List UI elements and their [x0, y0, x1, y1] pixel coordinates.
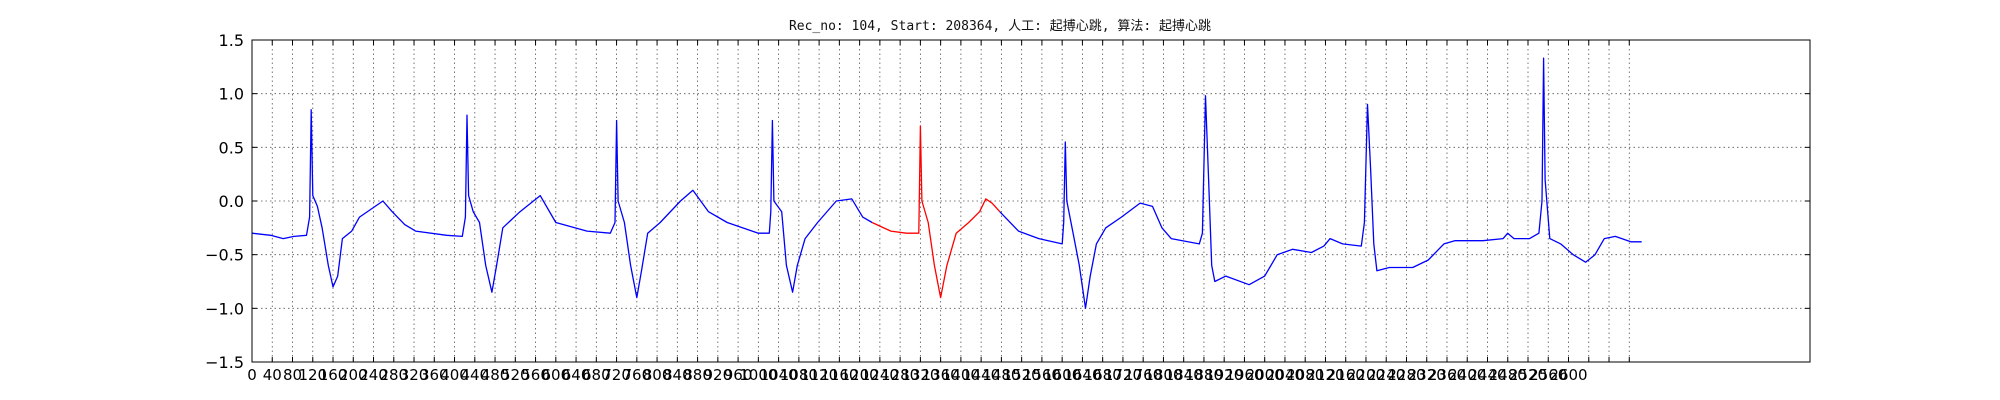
y-tick-label: 0.5 — [219, 138, 244, 157]
ecg-segment-0 — [251, 109, 873, 299]
y-tick-label: 1.5 — [219, 31, 244, 50]
x-tick-label: 1400 — [942, 366, 980, 384]
x-tick-label: 2240 — [1367, 366, 1405, 384]
x-tick-label: 40 — [263, 366, 282, 384]
x-tick-label: 560 — [521, 366, 550, 384]
x-tick-label: 680 — [582, 366, 611, 384]
x-tick-label: 2200 — [1347, 366, 1385, 384]
x-tick-label: 1800 — [1144, 366, 1182, 384]
x-tick-label: 2480 — [1489, 366, 1527, 384]
x-tick-label: 2560 — [1529, 366, 1567, 384]
x-tick-label: 1640 — [1063, 366, 1101, 384]
x-tick-label: 1480 — [982, 366, 1020, 384]
x-tick-label: 2080 — [1286, 366, 1324, 384]
x-tick-label: 640 — [562, 366, 591, 384]
y-tick-label: −0.5 — [205, 246, 244, 265]
x-tick-label: 320 — [400, 366, 429, 384]
x-tick-label: 480 — [481, 366, 510, 384]
x-tick-label: 1280 — [881, 366, 919, 384]
chart-title: Rec_no: 104, Start: 208364, 人工: 起搏心跳, 算法… — [789, 18, 1211, 34]
x-tick-label: 1200 — [841, 366, 879, 384]
x-tick-label: 360 — [420, 366, 449, 384]
x-tick-label: 200 — [339, 366, 368, 384]
grid — [252, 40, 1810, 362]
x-tick-label: 1160 — [820, 366, 858, 384]
x-tick-label: 1360 — [922, 366, 960, 384]
x-tick-label: 720 — [602, 366, 631, 384]
plot-frame — [251, 39, 1811, 363]
x-tick-label: 1520 — [1003, 366, 1041, 384]
y-axis: −1.5 −1.0 −0.5 0.0 0.5 1.0 1.5 — [205, 31, 1810, 372]
x-tick-label: 2120 — [1306, 366, 1344, 384]
x-tick-label: 240 — [359, 366, 388, 384]
x-tick-label: 800 — [643, 366, 672, 384]
y-tick-label: −1.5 — [205, 353, 244, 372]
x-tick-label: 2440 — [1468, 366, 1506, 384]
x-axis: 0 40 8012016020024028032036040044048052056… — [247, 40, 1630, 384]
x-tick-label: 2400 — [1448, 366, 1486, 384]
x-tick-label: 1080 — [780, 366, 818, 384]
x-tick-label: 2040 — [1266, 366, 1304, 384]
x-tick-label: 520 — [501, 366, 530, 384]
x-tick-label: 2000 — [1246, 366, 1284, 384]
x-tick-label: 1600 — [1043, 366, 1081, 384]
ecg-segment-2 — [999, 57, 1642, 309]
x-tick-label: 1440 — [962, 366, 1000, 384]
x-tick-label: 2280 — [1387, 366, 1425, 384]
x-tick-label: 1560 — [1023, 366, 1061, 384]
x-tick-label: 1960 — [1225, 366, 1263, 384]
x-tick-label: 880 — [683, 366, 712, 384]
x-tick-label: 1320 — [901, 366, 939, 384]
x-tick-label: 280 — [379, 366, 408, 384]
x-tick-label: 0 — [247, 366, 257, 384]
x-tick-label: 600 — [541, 366, 570, 384]
x-tick-label: 1120 — [800, 366, 838, 384]
x-tick-label: 1240 — [861, 366, 899, 384]
x-tick-label: 1880 — [1185, 366, 1223, 384]
y-tick-label: 0.0 — [219, 192, 244, 211]
x-tick-label: 400 — [440, 366, 469, 384]
x-tick-label: 160 — [319, 366, 348, 384]
x-tick-label: 1920 — [1205, 366, 1243, 384]
x-tick-label: 920 — [704, 366, 733, 384]
y-tick-label: −1.0 — [205, 299, 244, 318]
x-tick-label: 2160 — [1327, 366, 1365, 384]
x-tick-label: 760 — [623, 366, 652, 384]
y-tick-label: 1.0 — [219, 85, 244, 104]
x-tick-label: 440 — [460, 366, 489, 384]
x-tick-label: 120 — [298, 366, 327, 384]
x-tick-label: 1840 — [1165, 366, 1203, 384]
x-tick-label: 1720 — [1104, 366, 1142, 384]
x-tick-label: 80 — [283, 366, 302, 384]
x-tick-label: 1760 — [1124, 366, 1162, 384]
x-tick-label: 2600 — [1549, 366, 1587, 384]
x-tick-label: 2320 — [1408, 366, 1446, 384]
x-tick-label: 960 — [724, 366, 753, 384]
ecg-segment-1 — [871, 125, 1001, 299]
x-tick-label: 1680 — [1084, 366, 1122, 384]
x-tick-label: 1040 — [760, 366, 798, 384]
x-tick-label: 2520 — [1509, 366, 1547, 384]
x-tick-label: 1000 — [739, 366, 777, 384]
x-tick-label: 840 — [663, 366, 692, 384]
ecg-trace — [251, 57, 1642, 309]
x-tick-label: 2360 — [1428, 366, 1466, 384]
